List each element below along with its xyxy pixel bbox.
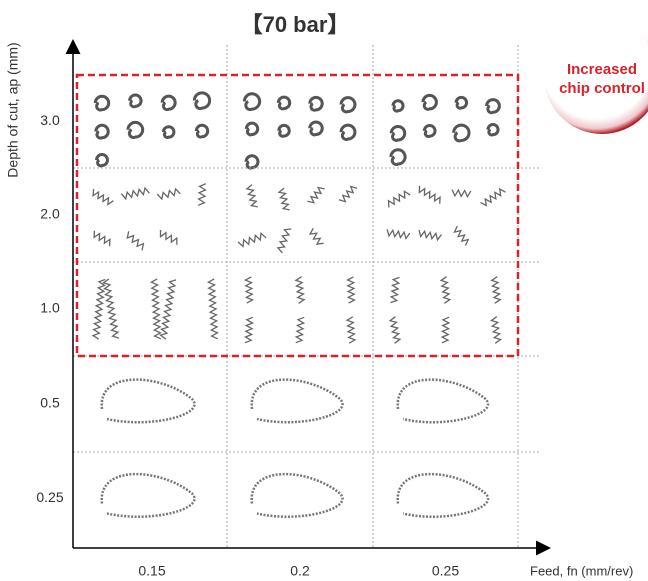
- title: 【70 bar】: [241, 12, 350, 37]
- chip: [121, 188, 149, 199]
- chip: [93, 280, 105, 340]
- chip: [102, 380, 195, 423]
- chip: [454, 125, 469, 141]
- chip: [423, 95, 437, 109]
- chip: [348, 277, 355, 303]
- y-axis-label: Depth of cut, ap (mm): [5, 42, 21, 177]
- chip: [198, 184, 206, 206]
- chip: [339, 187, 357, 202]
- chip: [398, 474, 488, 517]
- chip: [246, 123, 257, 135]
- chip: [419, 186, 440, 204]
- chip: [95, 96, 108, 110]
- chip: [93, 189, 113, 204]
- chip: [398, 380, 488, 423]
- chip: [393, 101, 403, 111]
- chip: [247, 185, 258, 207]
- chip: [442, 317, 449, 343]
- chip: [130, 95, 141, 107]
- chip: [97, 155, 108, 166]
- chip: [208, 279, 217, 339]
- chip: [246, 156, 258, 168]
- chip: [151, 279, 160, 339]
- chip: [441, 277, 450, 304]
- chip: [481, 189, 506, 206]
- y-tick-label: 0.25: [36, 489, 63, 505]
- chip: [419, 230, 442, 240]
- chip: [391, 126, 405, 140]
- chip: [128, 122, 143, 137]
- chip: [487, 100, 500, 113]
- chip: [310, 228, 324, 244]
- chip: [310, 122, 322, 135]
- chip: [238, 233, 266, 246]
- chip: [424, 125, 435, 136]
- chip: [252, 474, 343, 517]
- chip: [127, 231, 143, 250]
- chip: [296, 317, 304, 342]
- x-tick-label: 0.15: [138, 563, 165, 579]
- chip: [341, 98, 355, 112]
- chip: [252, 380, 343, 423]
- chip: [102, 474, 195, 517]
- chip: [245, 317, 253, 342]
- chip: [157, 189, 180, 199]
- y-tick-label: 0.5: [40, 395, 60, 411]
- chip: [452, 190, 471, 197]
- badge-text: Increased: [567, 61, 637, 78]
- chip: [279, 125, 290, 136]
- x-tick-label: 0.2: [290, 563, 310, 579]
- chip: [310, 97, 322, 110]
- chip: [278, 229, 291, 253]
- chip: [162, 96, 175, 109]
- chip: [456, 97, 467, 108]
- x-tick-label: 0.25: [432, 563, 459, 579]
- chip: [390, 317, 400, 344]
- chip: [163, 127, 173, 138]
- grid: [73, 45, 540, 548]
- x-axis-label: Feed, fn (mm/rev): [530, 563, 633, 578]
- chip: [104, 279, 120, 338]
- chip: [94, 231, 110, 246]
- chip: [389, 191, 411, 207]
- chip: [296, 277, 304, 304]
- chip: [492, 277, 501, 304]
- badge-text: chip control: [559, 80, 645, 97]
- chip: [307, 188, 324, 203]
- chip: [391, 277, 400, 302]
- chip-images: [93, 93, 505, 517]
- chip: [161, 280, 177, 339]
- chip-chart: 【70 bar】 Depth of cut, ap (mm) Feed, fn …: [0, 0, 648, 581]
- chip: [196, 125, 207, 137]
- chip: [194, 93, 209, 109]
- chip: [341, 125, 355, 139]
- chip: [391, 150, 405, 165]
- chip: [488, 125, 498, 135]
- chip: [454, 226, 468, 246]
- chip: [387, 229, 410, 238]
- y-tick-label: 3.0: [40, 112, 60, 128]
- highlight-box: [77, 75, 518, 356]
- chip: [161, 230, 177, 245]
- chip: [96, 125, 108, 138]
- y-tick-label: 1.0: [40, 300, 60, 316]
- chip: [347, 317, 355, 343]
- chip: [278, 97, 289, 109]
- chip: [245, 277, 252, 303]
- y-tick-label: 2.0: [40, 206, 60, 222]
- chip: [244, 94, 259, 110]
- chip: [279, 188, 290, 210]
- chip: [491, 317, 500, 344]
